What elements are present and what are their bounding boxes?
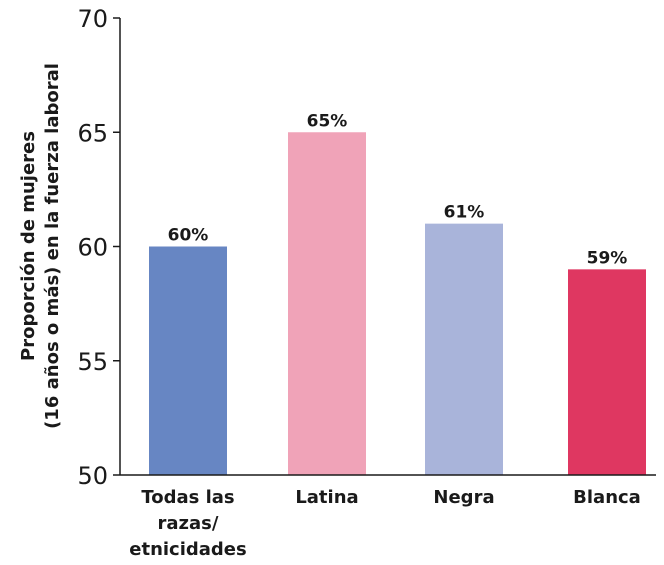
data-label-1: 65% [307,111,348,131]
bars [149,132,646,475]
axes [119,18,656,476]
x-category-label-0-line-1: razas/ [158,513,219,534]
x-category-label-3-line-0: Blanca [573,487,641,508]
x-category-label-2-line-0: Negra [433,487,494,508]
y-axis-ticks: 50 55 60 65 70 [77,5,120,490]
y-tick-label: 50 [77,462,108,490]
y-axis-title-line-2: (16 años o más) en la fuerza laboral [42,63,63,429]
y-axis-title-line-1: Proporción de mujeres [18,131,39,361]
y-axis-title: Proporción de mujeres (16 años o más) en … [18,63,63,429]
x-category-label-0-line-0: Todas las [141,487,234,508]
x-category-label-1-line-0: Latina [295,487,358,508]
y-tick-label: 65 [77,119,108,147]
y-tick-label: 60 [77,234,108,262]
bar-2 [425,223,503,475]
y-tick-label: 70 [77,5,108,33]
y-tick-label: 55 [77,348,108,376]
data-label-3: 59% [587,248,628,268]
data-label-0: 60% [168,226,209,246]
bar-3 [568,269,646,475]
bar-1 [288,132,366,475]
x-axis-labels: Todas las razas/etnicidades Latina Negra Bla… [129,487,641,560]
data-label-2: 61% [444,203,485,223]
data-labels: 60% 65% 61% 59% [168,111,628,268]
bar-0 [149,246,227,475]
x-category-label-0-line-2: etnicidades [129,539,246,560]
